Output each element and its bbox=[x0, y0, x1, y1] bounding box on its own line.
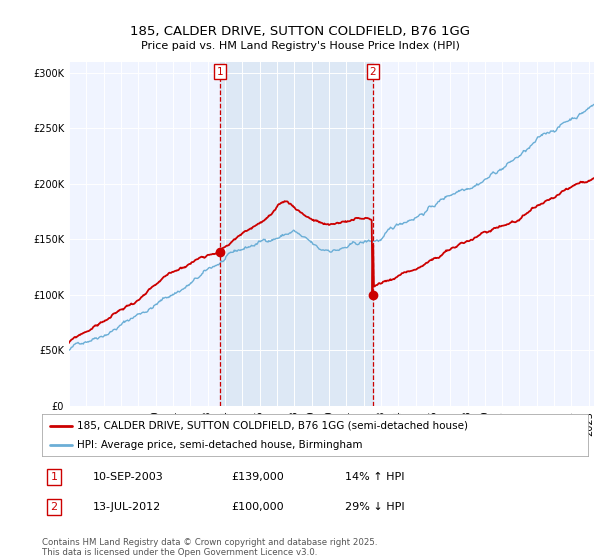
Text: 2: 2 bbox=[370, 67, 376, 77]
Text: 185, CALDER DRIVE, SUTTON COLDFIELD, B76 1GG (semi-detached house): 185, CALDER DRIVE, SUTTON COLDFIELD, B76… bbox=[77, 421, 469, 431]
Text: HPI: Average price, semi-detached house, Birmingham: HPI: Average price, semi-detached house,… bbox=[77, 440, 363, 450]
Text: 1: 1 bbox=[50, 472, 58, 482]
Text: Price paid vs. HM Land Registry's House Price Index (HPI): Price paid vs. HM Land Registry's House … bbox=[140, 41, 460, 51]
Text: 29% ↓ HPI: 29% ↓ HPI bbox=[345, 502, 404, 512]
Bar bbox=[220, 62, 373, 406]
Text: Contains HM Land Registry data © Crown copyright and database right 2025.
This d: Contains HM Land Registry data © Crown c… bbox=[42, 538, 377, 557]
Text: 10-SEP-2003: 10-SEP-2003 bbox=[93, 472, 164, 482]
Text: 14% ↑ HPI: 14% ↑ HPI bbox=[345, 472, 404, 482]
Text: 13-JUL-2012: 13-JUL-2012 bbox=[93, 502, 161, 512]
Text: 185, CALDER DRIVE, SUTTON COLDFIELD, B76 1GG: 185, CALDER DRIVE, SUTTON COLDFIELD, B76… bbox=[130, 25, 470, 38]
Text: £139,000: £139,000 bbox=[231, 472, 284, 482]
Text: 2: 2 bbox=[50, 502, 58, 512]
Text: £100,000: £100,000 bbox=[231, 502, 284, 512]
Text: 1: 1 bbox=[217, 67, 223, 77]
